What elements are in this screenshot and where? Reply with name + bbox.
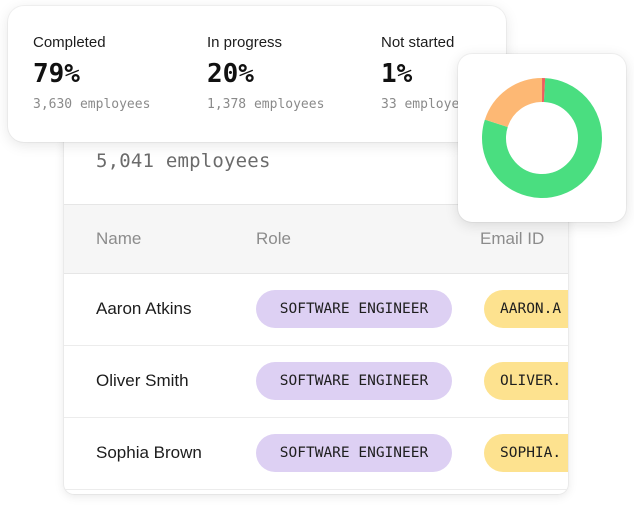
- column-header-name[interactable]: Name: [96, 229, 142, 248]
- stat-value: 79%: [33, 59, 80, 89]
- employee-total: 5,041 employees: [96, 150, 271, 172]
- stat-label: In progress: [207, 34, 283, 51]
- table-row[interactable]: Oliver Smith SOFTWARE ENGINEER OLIVER.: [64, 345, 568, 418]
- stat-count: 1,378 employees: [207, 97, 325, 112]
- stat-count: 33 employees: [381, 97, 475, 112]
- role-badge: SOFTWARE ENGINEER: [256, 290, 452, 328]
- stat-value: 1%: [381, 59, 413, 89]
- donut-chart-card: [458, 54, 626, 222]
- table-row[interactable]: Aaron Atkins SOFTWARE ENGINEER AARON.A: [64, 273, 568, 346]
- employee-name: Aaron Atkins: [96, 299, 192, 318]
- stat-label: Not started: [381, 34, 455, 51]
- column-header-role[interactable]: Role: [256, 229, 291, 248]
- progress-stats-card: Completed 79% 3,630 employees In progres…: [8, 6, 506, 142]
- email-badge: SOPHIA.: [484, 434, 568, 472]
- column-header-email[interactable]: Email ID: [480, 229, 545, 248]
- stat-count: 3,630 employees: [33, 97, 151, 112]
- email-badge: OLIVER.: [484, 362, 568, 400]
- stat-in-progress: In progress 20% 1,378 employees: [207, 34, 324, 112]
- employee-name: Oliver Smith: [96, 371, 189, 390]
- role-badge: SOFTWARE ENGINEER: [256, 362, 452, 400]
- donut-chart: [482, 77, 602, 198]
- stat-label: Completed: [33, 34, 106, 51]
- email-badge: AARON.A: [484, 290, 568, 328]
- employee-name: Sophia Brown: [96, 443, 202, 462]
- role-badge: SOFTWARE ENGINEER: [256, 434, 452, 472]
- stat-not-started: Not started 1% 33 employees: [381, 34, 475, 112]
- stat-value: 20%: [207, 59, 254, 89]
- stat-completed: Completed 79% 3,630 employees: [33, 34, 150, 112]
- donut-slice-completed: [482, 77, 602, 198]
- table-row[interactable]: Sophia Brown SOFTWARE ENGINEER SOPHIA.: [64, 417, 568, 490]
